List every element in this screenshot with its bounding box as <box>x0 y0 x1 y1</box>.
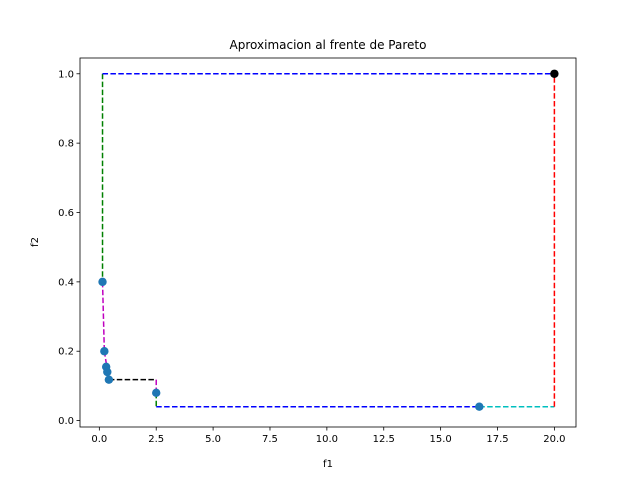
pareto-point <box>475 402 484 411</box>
x-tick-label: 12.5 <box>373 434 395 445</box>
pareto-point <box>152 388 161 398</box>
y-tick-label: 0.6 <box>58 208 74 219</box>
pareto-point <box>98 277 107 287</box>
x-axis-label: f1 <box>323 459 333 470</box>
plot-layer <box>98 69 559 411</box>
y-tick-label: 0.0 <box>58 416 74 427</box>
pareto-point <box>104 375 114 384</box>
y-axis-ticks: 0.0 0.2 0.4 0.6 0.8 1.0 <box>58 69 80 427</box>
x-tick-label: 20.0 <box>543 434 565 445</box>
y-tick-label: 0.8 <box>58 139 74 150</box>
pareto-point <box>100 347 109 356</box>
y-tick-label: 1.0 <box>58 69 74 80</box>
axes-frame <box>79 57 577 428</box>
x-tick-label: 10.0 <box>316 434 338 445</box>
x-tick-label: 2.5 <box>148 434 164 445</box>
x-tick-label: 15.0 <box>429 434 451 445</box>
reference-point <box>550 69 559 78</box>
pareto-point <box>103 367 112 377</box>
y-tick-label: 0.4 <box>58 277 74 288</box>
y-tick-label: 0.2 <box>58 347 74 358</box>
y-axis-label: f2 <box>30 237 41 247</box>
chart-title: Aproximacion al frente de Pareto <box>230 38 427 52</box>
x-axis-ticks: 0.0 2.5 5.0 7.5 10.0 12.5 15.0 17.5 20.0 <box>91 427 566 445</box>
x-tick-label: 5.0 <box>205 434 221 445</box>
x-tick-label: 0.0 <box>91 434 107 445</box>
x-tick-label: 7.5 <box>262 434 278 445</box>
x-tick-label: 17.5 <box>486 434 508 445</box>
dashed-segment <box>101 281 106 352</box>
